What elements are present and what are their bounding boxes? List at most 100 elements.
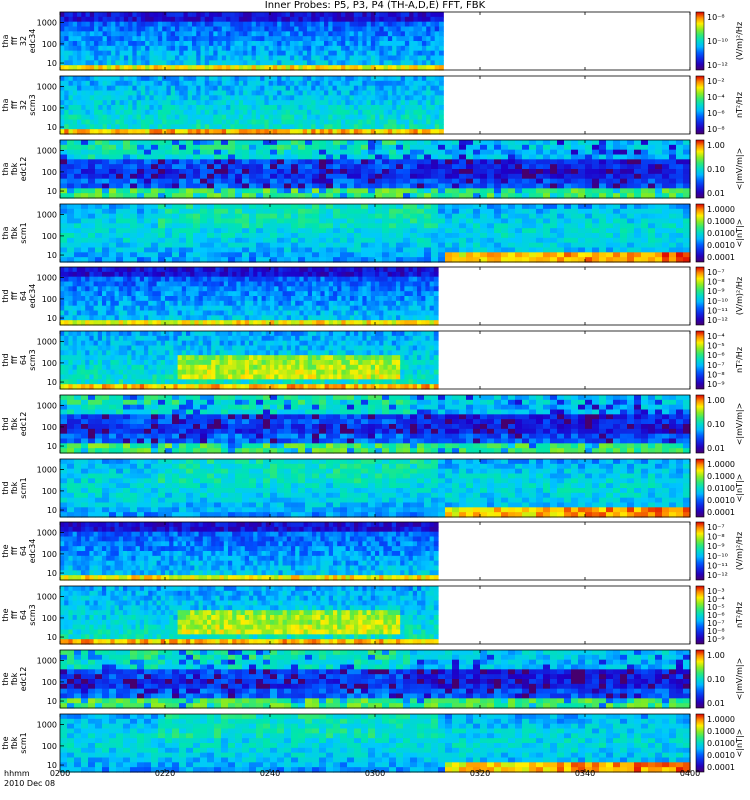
heatmap-cell [74, 233, 82, 239]
heatmap-cell [268, 119, 274, 125]
heatmap-cell [234, 55, 240, 61]
heatmap-cell [217, 124, 223, 130]
heatmap-cell [177, 300, 183, 307]
heatmap-cell [324, 60, 329, 66]
heatmap-cell [529, 257, 537, 263]
heatmap-cell [200, 208, 208, 215]
heatmap-cell [156, 305, 162, 312]
heatmap-cell [67, 173, 75, 180]
heatmap-cell [298, 257, 306, 263]
heatmap-cell [93, 271, 99, 278]
heatmap-cell [662, 218, 670, 224]
heatmap-cell [557, 252, 565, 258]
heatmap-cell [515, 159, 523, 165]
heatmap-cell [347, 257, 355, 263]
heatmap-cell [277, 237, 285, 244]
heatmap-cell [214, 233, 222, 239]
heatmap-cell [501, 213, 509, 220]
heatmap-cell [209, 12, 214, 18]
heatmap-cell [298, 60, 304, 66]
heatmap-cell [213, 80, 219, 87]
heatmap-cell [223, 310, 229, 316]
heatmap-cell [228, 305, 233, 312]
heatmap-cell [238, 85, 244, 92]
heatmap-cell [366, 129, 372, 135]
y-axis-label: 32 [19, 100, 28, 110]
heatmap-cell [312, 140, 320, 146]
heatmap-cell [606, 208, 614, 215]
heatmap-cell [172, 140, 180, 146]
heatmap-cell [648, 233, 656, 239]
heatmap-cell [480, 144, 488, 151]
heatmap-cell [264, 16, 270, 23]
heatmap-cell [354, 183, 362, 189]
heatmap-cell [306, 41, 312, 47]
heatmap-cell [158, 173, 166, 180]
heatmap-cell [153, 76, 159, 82]
heatmap-cell [368, 237, 376, 244]
heatmap-cell [392, 76, 398, 82]
heatmap-cell [94, 45, 99, 52]
heatmap-cell [186, 208, 194, 215]
heatmap-cell [119, 90, 125, 96]
heatmap-cell [396, 60, 402, 66]
heatmap-cell [67, 178, 75, 185]
heatmap-cell [60, 204, 68, 210]
heatmap-cell [136, 31, 142, 37]
heatmap-cell [585, 149, 593, 156]
heatmap-cell [98, 124, 104, 130]
heatmap-cell [94, 21, 99, 28]
heatmap-cell [281, 90, 287, 96]
heatmap-cell [345, 45, 351, 52]
heatmap-cell [270, 154, 278, 160]
heatmap-cell [207, 178, 215, 185]
heatmap-cell [349, 76, 355, 82]
heatmap-cell [424, 213, 432, 220]
heatmap-cell [362, 21, 368, 28]
heatmap-cell [140, 129, 146, 135]
heatmap-cell [319, 80, 325, 87]
heatmap-cell [243, 36, 248, 42]
heatmap-cell [368, 204, 376, 210]
heatmap-cell [111, 129, 116, 135]
heatmap-cell [193, 188, 201, 194]
heatmap-cell [281, 124, 287, 130]
heatmap-cell [452, 193, 460, 199]
heatmap-cell [324, 76, 329, 82]
heatmap-cell [426, 26, 432, 32]
heatmap-cell [387, 60, 393, 66]
heatmap-cell [211, 310, 216, 316]
heatmap-cell [366, 85, 372, 92]
heatmap-cell [242, 178, 250, 185]
heatmap-cell [110, 305, 116, 312]
heatmap-cell [127, 320, 132, 326]
heatmap-cell [89, 105, 95, 111]
heatmap-cell [326, 149, 334, 156]
heatmap-cell [123, 178, 131, 185]
heatmap-cell [417, 100, 423, 106]
heatmap-cell [571, 233, 579, 239]
heatmap-cell [95, 257, 103, 263]
heatmap-cell [106, 105, 112, 111]
heatmap-cell [214, 218, 222, 224]
heatmap-cell [641, 159, 649, 165]
heatmap-cell [115, 100, 121, 106]
heatmap-cell [550, 193, 558, 199]
heatmap-cell [136, 26, 142, 32]
heatmap-cell [347, 149, 355, 156]
heatmap-cell [169, 310, 174, 316]
heatmap-cell [77, 80, 82, 87]
heatmap-cell [430, 12, 436, 18]
heatmap-cell [294, 76, 300, 82]
heatmap-cell [179, 65, 185, 71]
heatmap-cell [170, 114, 176, 121]
heatmap-cell [370, 109, 376, 116]
heatmap-cell [162, 55, 168, 61]
colorbar-tick-label: 10⁻⁴ [707, 93, 725, 102]
heatmap-cell [183, 41, 189, 47]
heatmap-cell [571, 173, 579, 180]
heatmap-cell [620, 257, 628, 263]
heatmap-cell [64, 55, 70, 61]
heatmap-cell [354, 193, 362, 199]
heatmap-cell [172, 242, 180, 249]
